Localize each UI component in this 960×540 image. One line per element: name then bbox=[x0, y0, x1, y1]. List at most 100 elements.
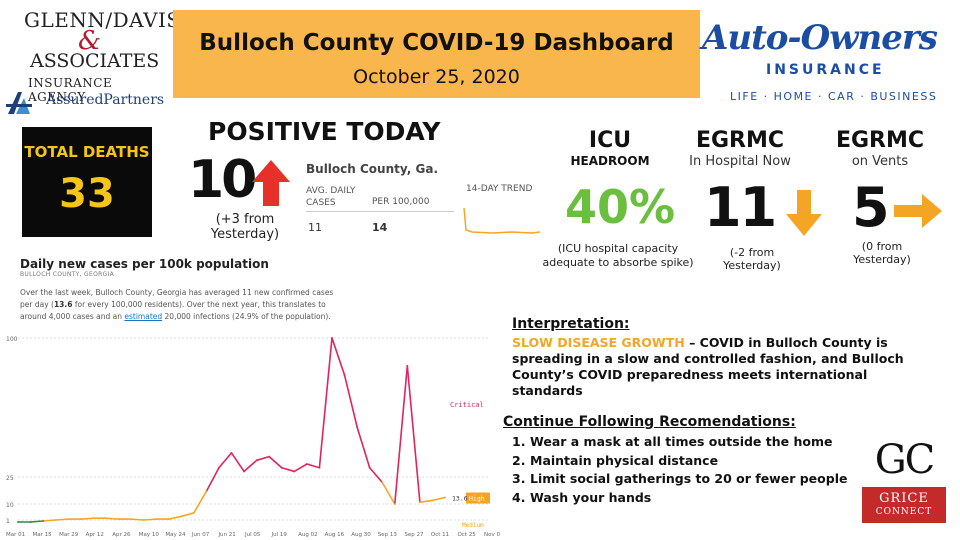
x-tick-label: Jul 19 bbox=[271, 532, 288, 538]
y-tick-label: 25 bbox=[6, 475, 14, 482]
data-point bbox=[218, 466, 220, 469]
total-deaths-value: 33 bbox=[59, 171, 115, 217]
egrmc-hospital-title: EGRMC bbox=[695, 128, 785, 153]
series-segment bbox=[243, 459, 258, 473]
egrmc-vents-subtitle: on Vents bbox=[851, 154, 909, 169]
egrmc-hospital-change: (-2 from Yesterday) bbox=[723, 246, 781, 272]
x-tick-label: Apr 26 bbox=[112, 532, 131, 538]
data-point bbox=[356, 426, 358, 428]
series-segment bbox=[331, 337, 346, 376]
y-tick-label: 10 bbox=[6, 502, 14, 509]
x-tick-label: Oct 11 bbox=[431, 532, 449, 538]
series-segment bbox=[42, 519, 57, 522]
data-point bbox=[280, 466, 283, 469]
x-tick-label: Aug 16 bbox=[325, 532, 345, 538]
series-segment bbox=[343, 374, 358, 428]
icu-title: ICU bbox=[588, 128, 632, 153]
data-point bbox=[268, 455, 271, 458]
grice-word2: CONNECT bbox=[875, 507, 933, 517]
series-segment bbox=[393, 364, 409, 505]
series-segment bbox=[318, 337, 333, 469]
data-point bbox=[155, 518, 158, 521]
list-item-number: 1. bbox=[512, 434, 526, 449]
x-tick-label: Jun 07 bbox=[191, 532, 210, 538]
x-tick-label: Sep 27 bbox=[404, 532, 424, 538]
list-item: 1. Wear a mask at all times outside the h… bbox=[512, 433, 882, 452]
series-segment bbox=[381, 481, 396, 505]
county-card-avg-value: 11 bbox=[308, 221, 322, 234]
recommendations-title: Continue Following Recomendations: bbox=[503, 414, 796, 430]
egrmc-vents-change: (0 from Yesterday) bbox=[853, 240, 911, 266]
x-tick-label: Sep 13 bbox=[378, 532, 398, 538]
interpretation-text: – COVID in Bulloch County is spreading i… bbox=[512, 335, 904, 398]
auto-owners-name: Auto-Owners bbox=[702, 18, 938, 58]
x-tick-label: Aug 30 bbox=[351, 532, 371, 538]
x-tick-label: Oct 25 bbox=[457, 532, 476, 538]
total-deaths-card: TOTAL DEATHS 33 bbox=[22, 127, 152, 237]
daily-cases-desc-bold: 13.6 bbox=[53, 300, 73, 309]
series-segment bbox=[306, 463, 321, 469]
county-card-per100k-header: PER 100,000 bbox=[372, 197, 430, 207]
series-segment bbox=[293, 463, 308, 473]
data-point bbox=[318, 466, 321, 469]
auto-owners-logo: Auto-Owners INSURANCE LIFE · HOME · CAR … bbox=[700, 14, 960, 106]
estimated-link[interactable]: estimated bbox=[124, 312, 163, 321]
icu-subtitle: HEADROOM bbox=[570, 154, 650, 168]
data-point bbox=[255, 459, 258, 462]
data-point bbox=[42, 520, 45, 522]
county-card-per100k-value: 14 bbox=[372, 221, 388, 234]
icu-value: 40% bbox=[564, 180, 676, 234]
assured-partners-mark-icon bbox=[6, 92, 32, 114]
data-point bbox=[293, 470, 296, 473]
list-item: 2. Maintain physical distance bbox=[512, 452, 882, 471]
list-item-text: Wash your hands bbox=[530, 489, 652, 505]
county-card-divider bbox=[306, 211, 454, 212]
x-tick-label: Nov 08 bbox=[484, 532, 500, 538]
positive-today-title: POSITIVE TODAY bbox=[208, 117, 441, 146]
series-segment bbox=[79, 517, 95, 520]
x-tick-label: Mar 01 bbox=[6, 532, 25, 538]
series-segment bbox=[142, 518, 157, 521]
data-point bbox=[192, 511, 195, 514]
critical-label: Critical bbox=[450, 401, 484, 409]
x-tick-label: May 10 bbox=[139, 532, 160, 538]
daily-cases-chart: 1 10 25 100 Critical High Medium 13.6 Mar 01 Mar … bbox=[6, 336, 500, 538]
data-point bbox=[393, 503, 396, 505]
x-tick-label: Jun 21 bbox=[217, 532, 235, 538]
interpretation-title: Interpretation: bbox=[512, 316, 630, 332]
data-point bbox=[381, 481, 384, 484]
list-item-text: Maintain physical distance bbox=[530, 452, 719, 468]
data-point bbox=[305, 463, 308, 465]
grice-connect-logo: GC GRICE CONNECT bbox=[862, 437, 946, 523]
series-segment bbox=[356, 426, 371, 469]
egrmc-vents-title: EGRMC bbox=[835, 128, 925, 153]
series-segment bbox=[268, 455, 283, 469]
series-segment bbox=[167, 515, 183, 520]
series-segment bbox=[406, 364, 421, 503]
recommendations-list: 1. Wear a mask at all times outside the h… bbox=[512, 433, 882, 507]
county-card-trend-label: 14-DAY TREND bbox=[466, 184, 533, 194]
list-item: 4. Wash your hands bbox=[512, 489, 882, 508]
interpretation-body: SLOW DISEASE GROWTH – COVID in Bulloch C… bbox=[512, 335, 932, 399]
x-tick-label: Apr 12 bbox=[86, 532, 104, 538]
series-segment bbox=[130, 518, 145, 521]
daily-cases-title: Daily new cases per 100k population bbox=[20, 257, 269, 271]
data-point bbox=[205, 490, 208, 493]
grice-letters: GC bbox=[874, 437, 936, 483]
glenn-davis-logo: GLENN/DAVIS & ASSOCIATES INSURANCE AGENC… bbox=[6, 6, 180, 118]
data-point bbox=[130, 518, 132, 521]
egrmc-hospital-value: 11 bbox=[704, 176, 777, 239]
series-segment bbox=[431, 496, 446, 502]
list-item-text: Wear a mask at all times outside the hom… bbox=[530, 434, 833, 449]
data-point bbox=[105, 517, 107, 520]
list-item-text: Limit social gatherings to 20 or fewer p… bbox=[530, 471, 848, 486]
series-segment bbox=[205, 466, 220, 493]
egrmc-hospital-subtitle: In Hospital Now bbox=[689, 154, 791, 169]
data-point bbox=[79, 518, 82, 521]
daily-cases-subtitle: BULLOCH COUNTY, GEORGIA bbox=[20, 271, 115, 278]
high-badge bbox=[466, 492, 490, 504]
data-point bbox=[54, 519, 57, 521]
trend-sparkline bbox=[463, 207, 541, 234]
page-date: October 25, 2020 bbox=[353, 66, 520, 88]
logo-left-line3: INSURANCE AGENCY bbox=[28, 76, 113, 104]
